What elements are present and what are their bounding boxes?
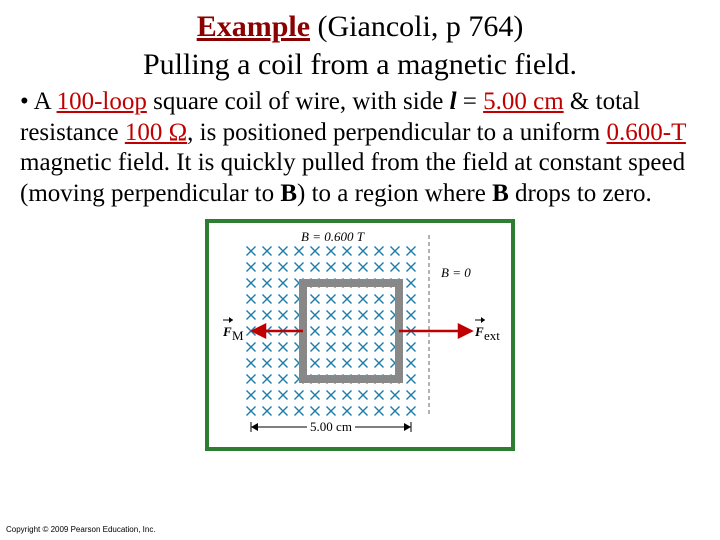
example-word: Example <box>197 10 310 43</box>
title-line-2: Pulling a coil from a magnetic field. <box>0 46 720 84</box>
figure-container: B = 0.600 TB = 0FMFext5.00 cm <box>0 219 720 456</box>
svg-text:B = 0.600 T: B = 0.600 T <box>301 229 365 244</box>
problem-text: • A 100-loop square coil of wire, with s… <box>0 83 720 209</box>
svg-text:F: F <box>222 324 232 339</box>
title-line-1: Example (Giancoli, p 764) <box>0 8 720 46</box>
b-vector-2: B <box>492 180 509 207</box>
title-citation: (Giancoli, p 764) <box>318 10 524 43</box>
svg-text:F: F <box>474 324 484 339</box>
svg-text:B = 0: B = 0 <box>441 265 471 280</box>
field-value: 0.600-T <box>607 119 686 146</box>
side-value: 5.00 cm <box>483 88 564 115</box>
figure: B = 0.600 TB = 0FMFext5.00 cm <box>205 219 515 451</box>
side-var: l <box>450 88 457 115</box>
svg-text:5.00 cm: 5.00 cm <box>310 419 352 434</box>
resistance: 100 Ω <box>125 119 187 146</box>
loops: 100-loop <box>57 88 147 115</box>
svg-text:M: M <box>232 328 244 343</box>
b-vector-1: B <box>280 180 297 207</box>
copyright-text: Copyright © 2009 Pearson Education, Inc. <box>6 525 156 534</box>
figure-svg: B = 0.600 TB = 0FMFext5.00 cm <box>215 227 505 445</box>
bullet: • <box>20 88 29 115</box>
svg-text:ext: ext <box>484 328 500 343</box>
title-block: Example (Giancoli, p 764) Pulling a coil… <box>0 0 720 83</box>
